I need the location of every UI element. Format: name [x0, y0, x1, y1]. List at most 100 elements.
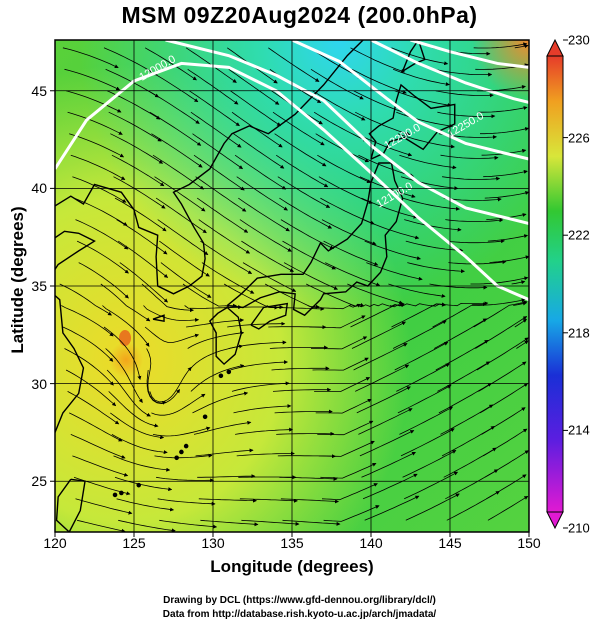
coastline: [226, 162, 404, 317]
streamline: [198, 219, 251, 254]
streamline: [399, 154, 457, 170]
streamline: [238, 197, 290, 232]
streamline: [318, 176, 373, 204]
streamline: [108, 111, 162, 142]
streamline: [472, 298, 526, 306]
streamline: [353, 343, 408, 371]
x-tick-label: 135: [280, 535, 304, 551]
y-tick-label: 30: [31, 375, 47, 392]
streamline: [516, 340, 529, 349]
island: [136, 482, 142, 488]
streamline: [149, 366, 192, 403]
coastline: [368, 83, 456, 160]
streamline: [391, 47, 449, 66]
streamline: [279, 197, 333, 229]
streamline: [317, 420, 374, 436]
x-tick-label: 140: [359, 535, 383, 551]
streamline: [275, 154, 329, 188]
streamline: [478, 361, 527, 392]
streamline: [62, 326, 114, 362]
streamline: [404, 471, 459, 500]
streamline: [241, 519, 300, 526]
streamline: [394, 90, 452, 107]
streamline: [100, 283, 151, 322]
streamline: [397, 385, 452, 414]
streamline: [314, 377, 371, 392]
streamline: [470, 276, 529, 285]
streamline: [306, 283, 361, 308]
island: [226, 369, 232, 375]
streamline: [347, 283, 404, 305]
streamline: [235, 427, 294, 435]
credit-drawing: Drawing by DCL (https://www.gfd-dennou.o…: [163, 595, 436, 606]
streamline: [396, 363, 450, 392]
streamline: [102, 305, 150, 347]
streamline: [228, 68, 280, 105]
streamline: [475, 316, 528, 349]
colorbar-tick-label: 222: [568, 227, 590, 243]
credit-data: Data from http://database.rish.kyoto-u.a…: [162, 609, 437, 620]
streamline: [103, 47, 158, 76]
streamline: [321, 483, 378, 501]
y-tick-label: 45: [31, 82, 47, 99]
streamline: [195, 448, 254, 457]
streamline: [402, 450, 457, 478]
island: [119, 490, 124, 496]
streamline: [233, 404, 292, 414]
streamline: [75, 498, 133, 515]
island: [112, 492, 118, 498]
streamline: [192, 391, 249, 414]
x-tick-label: 145: [438, 535, 462, 551]
colorbar-tick-label: 218: [568, 325, 590, 341]
streamline: [437, 111, 496, 119]
streamline: [351, 68, 407, 94]
y-tick-label: 35: [31, 278, 47, 294]
streamline: [366, 262, 423, 281]
streamline: [481, 407, 526, 435]
streamline: [67, 111, 123, 135]
streamline: [146, 369, 180, 405]
streamline: [313, 111, 368, 142]
streamline: [77, 519, 126, 532]
streamline: [435, 90, 494, 98]
streamline: [274, 409, 333, 414]
streamline: [62, 47, 119, 69]
streamline: [274, 133, 327, 167]
streamline: [190, 111, 242, 148]
streamline: [70, 434, 126, 459]
streamline: [141, 283, 194, 313]
island: [179, 449, 184, 455]
streamline: [144, 47, 197, 81]
streamline: [448, 260, 507, 265]
streamline: [72, 455, 129, 477]
height-contour: [165, 40, 529, 225]
streamline: [404, 219, 462, 232]
streamline: [160, 262, 212, 298]
streamline: [200, 240, 253, 274]
streamline: [239, 498, 298, 503]
streamline: [75, 219, 129, 250]
streamline: [143, 305, 200, 322]
streamline: [228, 340, 287, 349]
streamline: [434, 68, 493, 77]
streamline: [241, 240, 294, 272]
streamline: [190, 364, 245, 392]
streamline: [118, 519, 176, 532]
streamline: [65, 90, 122, 113]
height-contour: [370, 40, 529, 104]
streamline: [473, 42, 528, 49]
streamline: [487, 234, 529, 242]
streamline: [388, 283, 446, 298]
streamline: [315, 133, 370, 163]
streamline: [157, 498, 216, 506]
streamline: [358, 408, 413, 435]
map-title: MSM 09Z20Aug2024 (200.0hPa): [121, 2, 478, 28]
streamline: [73, 197, 128, 226]
streamline: [146, 348, 167, 405]
streamline: [76, 240, 129, 274]
streamline: [476, 337, 529, 371]
streamline: [182, 283, 237, 308]
colorbar-tick-label: 210: [568, 520, 590, 536]
x-tick-label: 125: [122, 535, 146, 551]
streamlines: [59, 42, 529, 532]
